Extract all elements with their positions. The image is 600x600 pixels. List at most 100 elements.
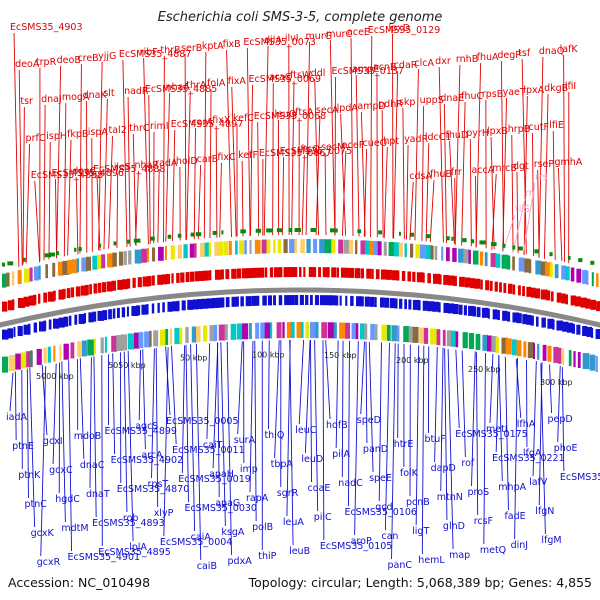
reverse-leader — [138, 349, 142, 421]
gene-block — [212, 297, 219, 308]
gene-block — [23, 296, 30, 307]
gene-block — [360, 240, 368, 255]
gene-block — [101, 254, 106, 269]
gene-block — [300, 239, 305, 254]
reverse-gene-label: mhpA — [498, 482, 526, 493]
forward-gene-label: lfiE — [549, 120, 564, 131]
gene-block — [76, 258, 80, 273]
gene-block — [294, 295, 299, 306]
gene-block — [522, 286, 525, 297]
gene-block — [8, 355, 16, 372]
gene-block — [468, 333, 475, 350]
gene-block — [47, 346, 51, 363]
gene-block — [126, 306, 129, 317]
gene-block — [43, 347, 47, 364]
forward-gene-label: rpsB — [482, 89, 503, 100]
gene-block — [314, 267, 317, 278]
gene-block — [121, 334, 128, 351]
gene-block — [214, 241, 221, 256]
gene-block — [86, 256, 92, 271]
reverse-gene-label: EcSMS35_4870 — [117, 484, 189, 495]
gene-block — [181, 300, 186, 311]
kbp-tick-label: 5000 kbp — [36, 372, 74, 381]
gene-block — [369, 240, 375, 255]
gene-block — [58, 317, 65, 328]
gene-block — [315, 322, 319, 339]
gene-block — [331, 239, 336, 254]
gene-block — [225, 269, 230, 280]
reverse-gene-label: speD — [357, 415, 381, 426]
gene-block — [426, 234, 431, 239]
reverse-gene-label: leuD — [301, 454, 323, 465]
gene-block — [282, 322, 285, 339]
gene-block — [535, 316, 539, 327]
forward-gene-label: ilvI — [285, 33, 299, 44]
reverse-leader — [40, 366, 47, 557]
forward-gene-label: holD — [176, 156, 198, 167]
gene-block — [495, 253, 501, 268]
rna-gene-label: tilS — [515, 204, 530, 215]
gene-block — [577, 352, 581, 369]
gene-block — [522, 314, 528, 325]
forward-leader — [324, 152, 327, 236]
forward-gene-label: nadR — [124, 86, 149, 97]
forward-leader — [421, 105, 425, 241]
gene-block — [116, 335, 123, 352]
gene-block — [544, 262, 552, 277]
forward-leader — [197, 164, 202, 239]
map-title: Escherichia coli SMS-3-5, complete genom… — [158, 10, 443, 25]
gene-block — [300, 322, 304, 339]
reverse-gene-label: EcSMS35_0011 — [172, 445, 245, 456]
gene-block — [345, 267, 350, 278]
gene-block — [43, 292, 48, 303]
gene-block — [451, 236, 454, 241]
gene-block — [30, 350, 33, 367]
reverse-leader — [495, 354, 500, 453]
forward-leader — [438, 66, 444, 243]
gene-block — [17, 270, 22, 285]
gene-block — [512, 284, 516, 295]
reverse-gene-label: speE — [369, 473, 392, 484]
gene-block — [220, 297, 225, 308]
forward-leader — [231, 86, 237, 237]
gene-block — [374, 324, 378, 341]
forward-leader — [314, 78, 319, 236]
reverse-leader — [26, 368, 29, 499]
forward-gene-label: rnhB — [456, 54, 478, 65]
gene-block — [591, 328, 594, 339]
forward-leader — [43, 104, 46, 261]
gene-block — [242, 323, 249, 340]
gene-block — [294, 239, 297, 254]
gene-block — [409, 243, 414, 258]
reverse-gene-label: xlyP — [154, 508, 174, 519]
reverse-leader — [391, 343, 396, 560]
gene-block — [575, 296, 581, 307]
gene-block — [502, 310, 508, 321]
kbp-tick-label: 5050 kbp — [108, 361, 146, 370]
gene-block — [590, 260, 595, 265]
forward-gene-label: prfC — [26, 133, 46, 144]
gene-block — [547, 345, 552, 362]
gene-block — [408, 299, 412, 310]
forward-leader — [122, 59, 128, 248]
reverse-leader — [461, 350, 466, 458]
accession-label: Accession: NC_010498 — [8, 575, 150, 590]
gene-block — [70, 287, 75, 298]
forward-gene-label: slt — [103, 88, 115, 99]
gene-block — [283, 267, 291, 278]
gene-block — [58, 289, 64, 300]
gene-block — [68, 315, 72, 326]
gene-block — [153, 330, 159, 347]
gene-block — [134, 249, 142, 264]
forward-leader — [241, 160, 244, 237]
gene-block — [470, 278, 476, 289]
gene-block — [193, 243, 197, 258]
forward-gene-label: thrA — [186, 80, 207, 91]
gene-block — [244, 240, 247, 255]
forward-leader — [383, 146, 388, 238]
forward-leader — [523, 95, 528, 256]
forward-leader — [543, 93, 549, 259]
gene-block — [151, 275, 155, 286]
gene-block — [596, 273, 599, 288]
forward-leader — [454, 64, 461, 245]
